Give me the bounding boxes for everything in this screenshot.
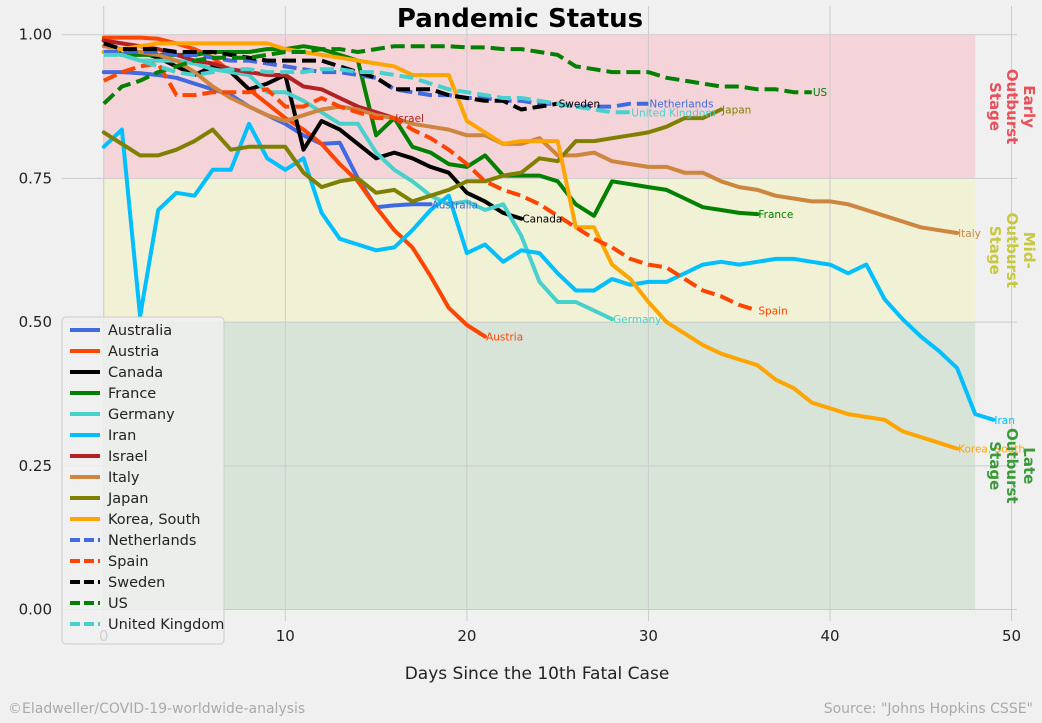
end-label-iran: Iran — [994, 415, 1015, 427]
end-label-germany: Germany — [613, 314, 661, 326]
series-sweden — [103, 41, 559, 112]
x-tick-40: 40 — [820, 627, 839, 645]
legend-label-france: France — [108, 386, 156, 402]
legend-label-germany: Germany — [108, 407, 175, 423]
end-label-canada: Canada — [522, 214, 562, 226]
stage-label-early-outburst-stage: EarlyOutburstStage — [986, 69, 1038, 145]
legend-label-austria: Austria — [108, 344, 159, 360]
y-tick-0.25: 0.25 — [19, 457, 52, 475]
legend-label-sweden: Sweden — [108, 575, 165, 591]
y-tick-0: 0.00 — [19, 601, 52, 619]
end-label-united-kingdom: United Kingdom — [631, 107, 715, 119]
end-label-spain: Spain — [758, 306, 787, 318]
legend-label-israel: Israel — [108, 449, 148, 465]
series-korea-south — [101, 41, 960, 451]
series-iran — [101, 121, 996, 422]
legend-label-netherlands: Netherlands — [108, 533, 196, 549]
legend-label-italy: Italy — [108, 470, 140, 486]
series-end-labels: Australia Austria Canada France Germany Iran I… — [395, 87, 1025, 455]
legend-label-united-kingdom: United Kingdom — [108, 617, 224, 633]
end-label-france: France — [758, 209, 793, 221]
legend: Australia Austria Canada France Germany Iran I… — [61, 316, 225, 645]
y-tick-1: 1.00 — [19, 26, 52, 44]
band-mid-outburst-stage — [103, 178, 976, 323]
legend-label-korea-south: Korea, South — [108, 512, 200, 528]
legend-label-japan: Japan — [107, 491, 148, 507]
legend-label-iran: Iran — [108, 428, 136, 444]
stage-labels: EarlyOutburstStage Mid-OutburstStage LateO… — [986, 69, 1038, 504]
stage-label-late-outburst-stage: LateOutburstStage — [986, 428, 1038, 504]
end-label-sweden: Sweden — [559, 99, 601, 111]
x-tick-10: 10 — [276, 627, 295, 645]
end-label-austria: Austria — [486, 331, 523, 343]
x-tick-30: 30 — [639, 627, 658, 645]
footer-left: ©Eladweller/COVID-19-worldwide-analysis — [8, 701, 305, 717]
chart-title: Pandemic Status — [397, 4, 643, 34]
stage-label-mid-outburst-stage: Mid-OutburstStage — [986, 213, 1038, 289]
end-label-australia: Australia — [432, 199, 478, 211]
y-tick-0.75: 0.75 — [19, 169, 52, 187]
series-canada — [101, 38, 524, 221]
end-label-italy: Italy — [958, 228, 981, 240]
footer-right: Source: "Johns Hopkins CSSE" — [824, 701, 1033, 717]
y-tick-0.5: 0.50 — [19, 313, 52, 331]
end-label-us: US — [813, 87, 828, 99]
legend-label-australia: Australia — [108, 323, 172, 339]
legend-label-us: US — [108, 596, 128, 612]
end-label-japan: Japan — [721, 104, 751, 116]
x-tick-50: 50 — [1002, 627, 1021, 645]
series-us — [102, 44, 812, 106]
x-axis-label: Days Since the 10th Fatal Case — [405, 664, 670, 684]
end-label-korea-south: Korea, South — [958, 444, 1025, 456]
legend-box — [61, 316, 225, 645]
end-label-netherlands: Netherlands — [649, 99, 713, 111]
series-spain — [102, 61, 758, 313]
end-label-israel: Israel — [395, 113, 424, 125]
legend-label-canada: Canada — [108, 365, 163, 381]
legend-label-spain: Spain — [108, 554, 149, 570]
series-lines — [101, 35, 996, 451]
series-austria — [101, 35, 487, 339]
series-united-kingdom — [103, 52, 631, 115]
x-tick-20: 20 — [457, 627, 476, 645]
series-japan — [101, 107, 724, 204]
